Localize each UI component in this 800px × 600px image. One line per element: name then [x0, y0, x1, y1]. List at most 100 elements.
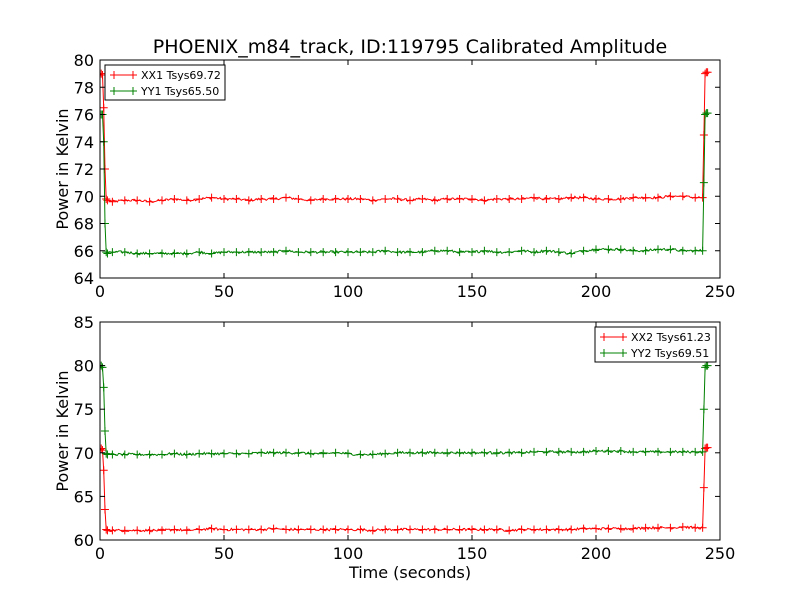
- data-point: [368, 450, 377, 459]
- data-point: [100, 427, 109, 435]
- data-point: [195, 449, 204, 458]
- data-point: [567, 447, 576, 456]
- data-point: [120, 196, 129, 205]
- data-point: [145, 197, 154, 206]
- data-point: [505, 194, 514, 203]
- data-point: [103, 249, 112, 258]
- legend-label: XX2 Tsys61.23: [631, 331, 711, 344]
- legend-marker: [600, 349, 608, 357]
- data-point: [182, 249, 191, 258]
- x-tick-label: 200: [581, 544, 612, 563]
- data-point: [554, 248, 563, 257]
- data-point: [604, 245, 613, 254]
- x-tick-label: 0: [95, 282, 105, 301]
- data-point: [616, 194, 625, 203]
- data-point: [505, 526, 514, 535]
- data-point: [703, 68, 712, 77]
- data-point: [703, 109, 712, 118]
- data-point: [269, 448, 278, 457]
- data-point: [678, 522, 687, 531]
- data-point: [158, 249, 166, 258]
- data-point: [158, 450, 166, 459]
- data-point: [232, 194, 241, 203]
- data-point: [691, 193, 700, 202]
- data-point: [319, 449, 328, 458]
- data-point: [120, 450, 129, 459]
- data-point: [120, 526, 129, 535]
- data-point: [257, 448, 266, 457]
- data-point: [505, 248, 514, 257]
- data-point: [220, 525, 228, 534]
- data-point: [158, 526, 166, 535]
- data-point: [530, 248, 538, 257]
- y-axis-label: Power in Kelvin: [53, 108, 72, 229]
- y-tick-label: 70: [74, 187, 94, 206]
- data-point: [699, 483, 708, 492]
- data-point: [244, 525, 253, 534]
- data-point: [579, 193, 588, 202]
- data-point: [319, 194, 328, 203]
- data-point: [542, 447, 551, 456]
- data-point: [579, 246, 588, 255]
- data-point: [703, 361, 712, 370]
- data-point: [102, 449, 111, 458]
- x-tick-label: 0: [95, 544, 105, 563]
- data-point: [282, 525, 290, 534]
- data-point: [120, 248, 129, 257]
- data-point: [641, 523, 650, 532]
- data-point: [282, 246, 290, 255]
- data-point: [306, 449, 315, 458]
- data-point: [269, 524, 278, 533]
- data-point: [344, 248, 352, 257]
- data-point: [418, 448, 427, 457]
- data-point: [381, 449, 390, 458]
- data-point: [468, 248, 476, 257]
- legend-marker: [129, 87, 137, 95]
- data-point: [468, 194, 476, 203]
- data-point: [319, 248, 328, 257]
- data-point: [654, 447, 662, 456]
- data-point: [567, 193, 576, 202]
- data-point: [699, 130, 708, 139]
- data-point: [604, 447, 613, 456]
- data-point: [530, 525, 538, 534]
- data-point: [393, 248, 402, 257]
- data-point: [654, 193, 662, 202]
- data-point: [418, 248, 427, 257]
- data-point: [492, 448, 501, 457]
- legend-box: [594, 326, 717, 363]
- data-point: [145, 450, 154, 459]
- data-point: [406, 196, 414, 205]
- data-point: [282, 193, 290, 202]
- data-point: [244, 196, 253, 205]
- data-point: [455, 525, 464, 534]
- data-point: [368, 248, 377, 257]
- data-point: [691, 523, 700, 532]
- data-point: [294, 448, 303, 457]
- data-point: [207, 249, 216, 258]
- data-point: [698, 523, 707, 532]
- data-point: [567, 249, 576, 258]
- data-point: [356, 525, 365, 534]
- figure-title: PHOENIX_m84_track, ID:119795 Calibrated …: [153, 36, 667, 58]
- top-panel: 0 50 100 150 200 250 64 66 68 70 72 74 76 78 80 Power i…: [53, 51, 735, 301]
- data-point: [406, 248, 414, 257]
- data-point: [616, 245, 625, 254]
- legend-label: YY1 Tsys65.50: [140, 85, 219, 98]
- x-tick-label: 150: [457, 544, 488, 563]
- data-point: [232, 525, 241, 534]
- data-point: [133, 450, 142, 459]
- data-point: [102, 525, 111, 534]
- data-point: [592, 447, 600, 456]
- data-point: [100, 505, 109, 514]
- data-point: [430, 448, 439, 457]
- data-point: [294, 194, 303, 203]
- y-tick-label: 80: [74, 357, 94, 376]
- data-point: [517, 448, 526, 457]
- data-point: [195, 525, 204, 534]
- data-point: [294, 525, 303, 534]
- data-point: [480, 246, 489, 255]
- data-point: [195, 194, 204, 203]
- data-point: [102, 194, 111, 203]
- data-point: [195, 248, 204, 257]
